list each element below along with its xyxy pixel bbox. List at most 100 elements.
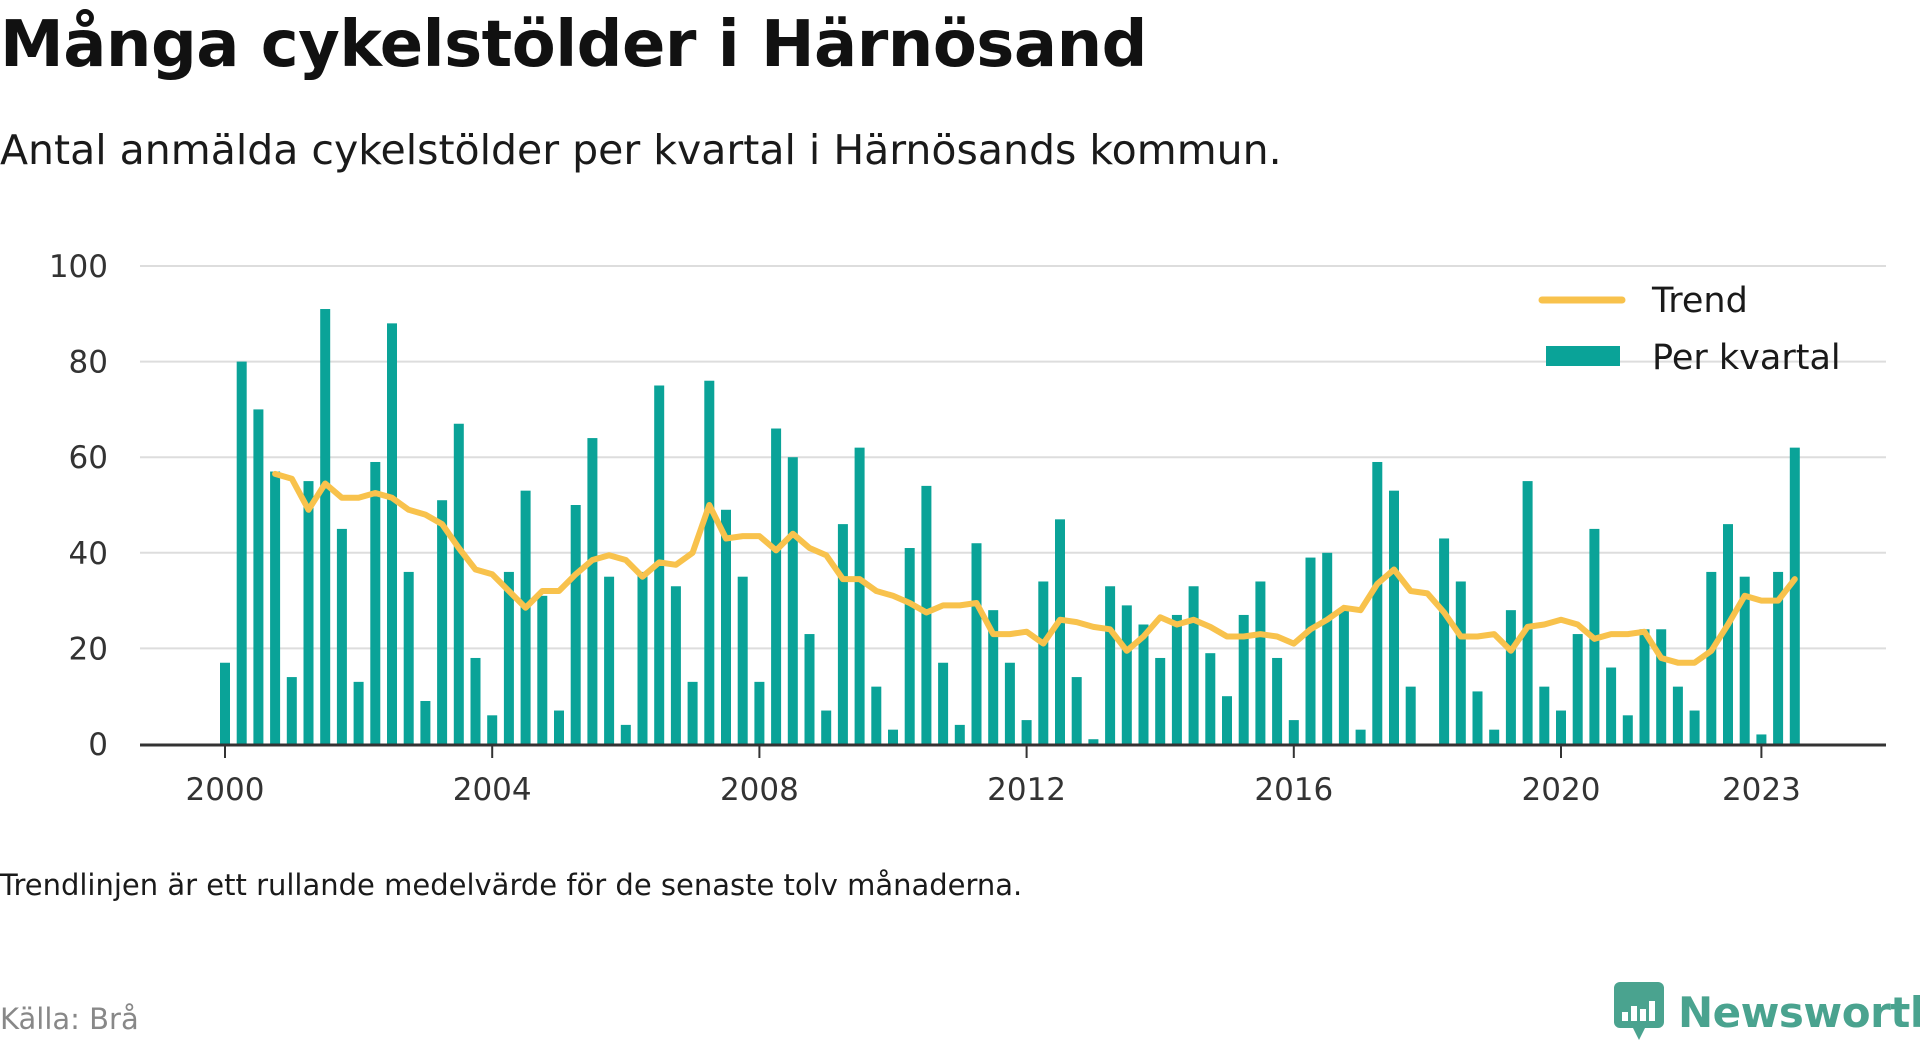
bar — [1472, 691, 1483, 744]
bar — [954, 724, 965, 744]
bar-line-chart: 0 20 40 60 80 100 2000 2004 2008 2012 2016 2020 2023… — [49, 249, 1886, 808]
bar — [1055, 519, 1065, 744]
bar — [1656, 629, 1667, 744]
bar — [971, 543, 982, 744]
bar — [220, 662, 230, 744]
bar — [1205, 653, 1216, 744]
bar — [1088, 739, 1099, 744]
bar — [1689, 710, 1700, 744]
bar — [403, 571, 414, 744]
bar — [721, 509, 731, 744]
bar — [336, 528, 347, 744]
bar — [1288, 720, 1299, 744]
bar — [888, 729, 898, 744]
bar — [1489, 729, 1500, 744]
bar — [804, 634, 815, 744]
trend-series — [272, 470, 1798, 666]
bar — [837, 524, 848, 744]
bar — [1756, 734, 1767, 744]
bar — [1338, 610, 1349, 744]
bar — [487, 715, 498, 744]
brand: Newsworthy — [1614, 982, 1920, 1042]
bar — [771, 428, 782, 744]
legend-label-trend: Trend — [1651, 281, 1748, 321]
bar — [1505, 610, 1516, 744]
bar — [854, 447, 865, 744]
bar — [537, 595, 548, 744]
newsworthy-logo-icon — [1614, 982, 1664, 1040]
bar — [1222, 696, 1232, 744]
bar — [554, 710, 564, 744]
bar — [303, 481, 314, 744]
x-tick-label: 2023 — [1722, 772, 1801, 808]
bar — [470, 657, 481, 744]
bar — [286, 677, 297, 744]
bar — [253, 409, 264, 744]
bar — [236, 361, 247, 744]
brand-name: Newsworthy — [1678, 987, 1920, 1037]
bar — [821, 710, 832, 744]
source-label: Källa: Brå — [0, 1002, 139, 1036]
bar — [1773, 571, 1784, 744]
bar — [320, 309, 331, 744]
bar — [1155, 657, 1166, 744]
x-tick-label: 2004 — [453, 772, 532, 808]
bar — [587, 438, 598, 744]
bar — [270, 471, 281, 744]
bar — [737, 576, 748, 744]
y-tick-label: 60 — [69, 440, 108, 476]
bar — [1639, 629, 1650, 744]
chart-title: Många cykelstölder i Härnösand — [0, 8, 1147, 82]
bar — [1272, 657, 1283, 744]
bar — [1038, 581, 1049, 744]
bar — [1389, 490, 1399, 744]
bar — [1322, 552, 1333, 744]
bar — [353, 681, 364, 744]
bar — [1439, 538, 1450, 744]
legend-label-per-kvartal: Per kvartal — [1652, 338, 1841, 378]
x-tick-label: 2012 — [987, 772, 1066, 808]
bar — [604, 576, 615, 744]
bar — [1723, 524, 1733, 744]
bar — [1238, 614, 1249, 744]
y-tick-label: 100 — [49, 249, 108, 285]
bar — [670, 586, 681, 744]
bar — [938, 662, 949, 744]
bar — [1004, 662, 1015, 744]
bar — [1556, 710, 1566, 744]
axes: 0 20 40 60 80 100 2000 2004 2008 2012 2016 2020 2023 — [49, 249, 1886, 808]
bar — [387, 323, 397, 744]
bar — [1539, 686, 1550, 744]
bar — [1188, 586, 1199, 744]
bar — [1622, 715, 1633, 744]
x-tick-label: 2000 — [186, 772, 265, 808]
y-tick-label: 80 — [69, 345, 108, 381]
bar — [1405, 686, 1416, 744]
bar — [637, 571, 648, 744]
bar — [1305, 557, 1316, 744]
y-tick-label: 20 — [69, 631, 108, 667]
x-tick-label: 2020 — [1522, 772, 1601, 808]
bar — [503, 571, 514, 744]
bar — [453, 423, 464, 744]
bar — [1789, 447, 1800, 744]
x-tick-label: 2016 — [1254, 772, 1333, 808]
bar — [1071, 677, 1082, 744]
bar — [988, 610, 999, 744]
bar — [1372, 461, 1383, 744]
gridlines — [140, 265, 1886, 650]
bar — [787, 457, 798, 744]
chart-subtitle: Antal anmälda cykelstölder per kvartal i… — [0, 126, 1282, 174]
bar — [1572, 634, 1583, 744]
bar — [420, 700, 431, 744]
bar — [1121, 605, 1132, 744]
y-tick-label: 40 — [69, 536, 108, 572]
bar — [620, 724, 631, 744]
bar — [1706, 571, 1717, 744]
x-tick-label: 2008 — [720, 772, 799, 808]
bar — [370, 461, 381, 744]
bar — [1171, 614, 1182, 744]
bar — [1355, 729, 1366, 744]
bar — [1021, 720, 1032, 744]
bar — [1455, 581, 1466, 744]
